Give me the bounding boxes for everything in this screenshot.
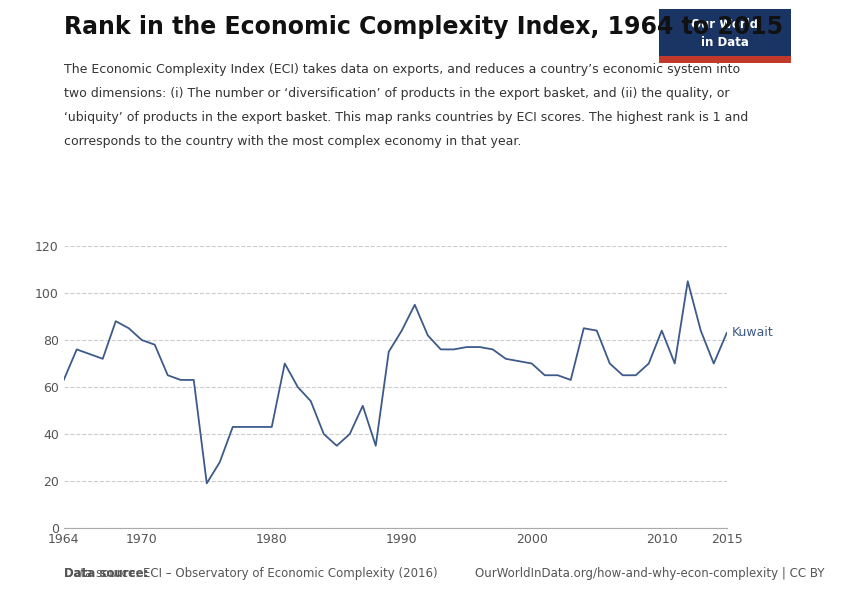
- Text: in Data: in Data: [700, 36, 749, 49]
- Bar: [659, 56, 790, 63]
- Text: Data source: ECI – Observatory of Economic Complexity (2016): Data source: ECI – Observatory of Econom…: [64, 567, 438, 580]
- Text: Rank in the Economic Complexity Index, 1964 to 2015: Rank in the Economic Complexity Index, 1…: [64, 15, 783, 39]
- Text: OurWorldInData.org/how-and-why-econ-complexity | CC BY: OurWorldInData.org/how-and-why-econ-comp…: [475, 567, 824, 580]
- Text: Data source:: Data source:: [64, 567, 148, 580]
- Text: corresponds to the country with the most complex economy in that year.: corresponds to the country with the most…: [64, 135, 521, 148]
- Text: Kuwait: Kuwait: [732, 326, 774, 340]
- Text: ‘ubiquity’ of products in the export basket. This map ranks countries by ECI sco: ‘ubiquity’ of products in the export bas…: [64, 111, 748, 124]
- Text: The Economic Complexity Index (ECI) takes data on exports, and reduces a country: The Economic Complexity Index (ECI) take…: [64, 63, 740, 76]
- Text: Our World: Our World: [691, 17, 758, 31]
- Text: two dimensions: (i) The number or ‘diversification’ of products in the export ba: two dimensions: (i) The number or ‘diver…: [64, 87, 729, 100]
